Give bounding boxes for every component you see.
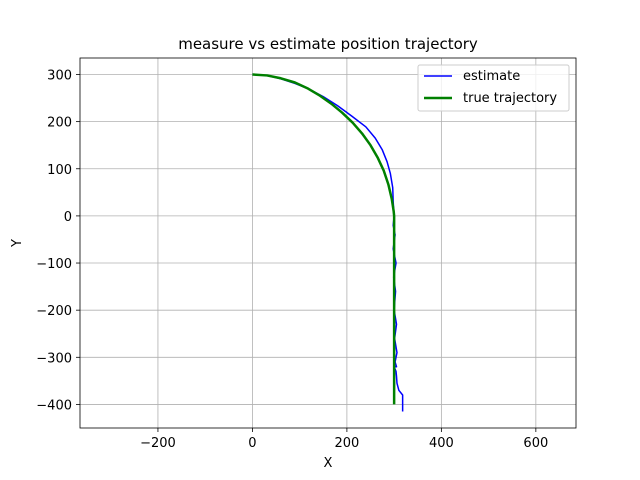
y-tick-label: 200 bbox=[47, 116, 72, 131]
y-tick-label: −200 bbox=[36, 304, 72, 319]
y-tick-label: −400 bbox=[36, 398, 72, 413]
plot-area-background bbox=[80, 58, 576, 428]
x-axis-label: X bbox=[324, 456, 333, 471]
chart-title: measure vs estimate position trajectory bbox=[178, 35, 478, 53]
ticks: −200 0 200 400 600 300 200 100 0 −100 −200 −300 −400 bbox=[36, 68, 548, 451]
y-tick-label: −300 bbox=[36, 351, 72, 366]
y-axis-label: Y bbox=[10, 239, 25, 248]
y-tick-label: −100 bbox=[36, 257, 72, 272]
y-tick-label: 100 bbox=[47, 163, 72, 178]
x-tick-label: 400 bbox=[429, 436, 454, 451]
legend-box bbox=[417, 64, 570, 112]
series-line-true-trajectory bbox=[252, 73, 396, 405]
legend-label-true-trajectory: true trajectory bbox=[463, 91, 557, 106]
x-tick-label: 0 bbox=[248, 436, 256, 451]
x-tick-label: 600 bbox=[523, 436, 548, 451]
y-tick-label: 300 bbox=[47, 68, 72, 83]
legend-label-estimate: estimate bbox=[463, 69, 520, 84]
y-tick-label: 0 bbox=[64, 210, 72, 225]
plot-frame bbox=[79, 57, 577, 429]
x-tick-label: 200 bbox=[334, 436, 359, 451]
series-lines bbox=[252, 73, 404, 412]
x-tick-label: −200 bbox=[140, 436, 176, 451]
legend: estimate true trajectory bbox=[417, 64, 570, 112]
grid bbox=[80, 58, 576, 428]
